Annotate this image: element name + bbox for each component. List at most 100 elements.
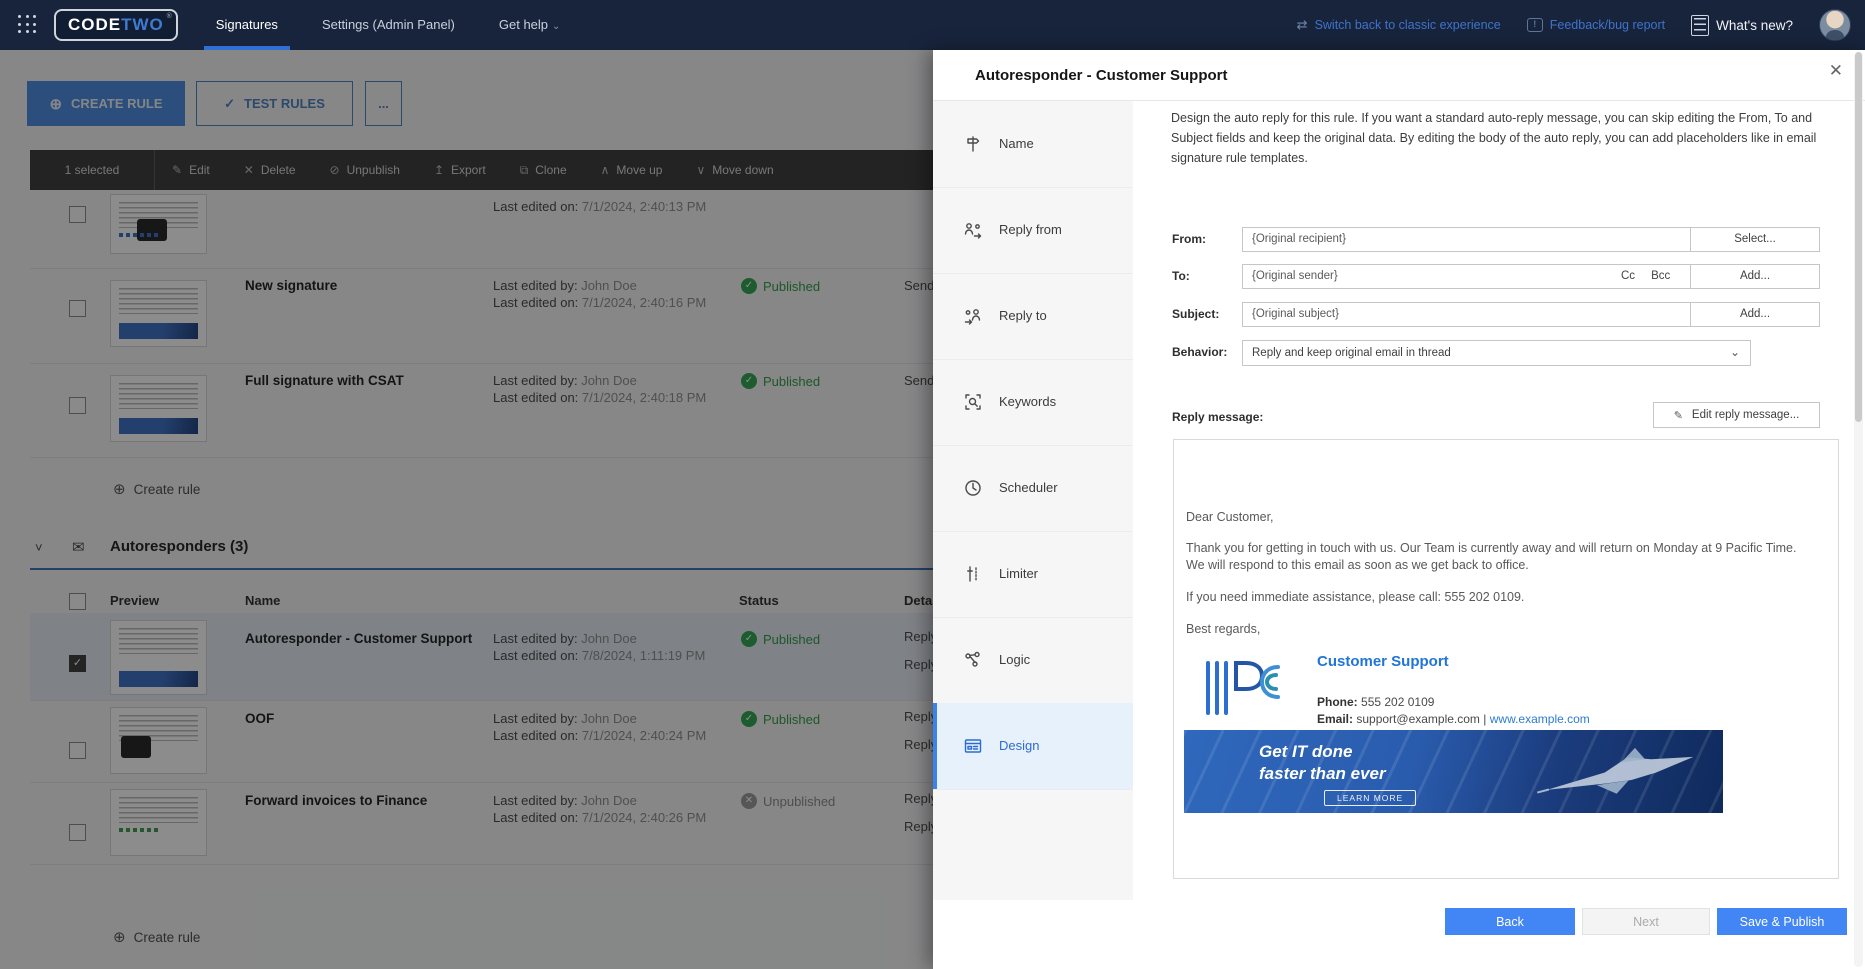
- behavior-label: Behavior:: [1172, 345, 1228, 359]
- to-label: To:: [1172, 269, 1190, 283]
- last-edited-by: Last edited by: John Doe: [493, 278, 637, 293]
- last-edited-on: Last edited on: 7/1/2024, 2:40:13 PM: [493, 199, 707, 214]
- logo-text-two: TWO: [121, 15, 164, 34]
- codetwo-logo[interactable]: CODETWO ®: [54, 9, 178, 41]
- scrollbar-thumb[interactable]: [1855, 52, 1862, 422]
- details-fragment: Reply: [904, 791, 933, 806]
- create-rule-link[interactable]: ⊕ Create rule: [113, 929, 201, 946]
- sidebar-item-design[interactable]: Design: [933, 703, 1133, 790]
- from-input[interactable]: {Original recipient}: [1242, 227, 1698, 252]
- signature-team-name[interactable]: Customer Support: [1317, 653, 1449, 670]
- toolbar-delete-button[interactable]: ✕ Delete: [243, 163, 296, 177]
- tab-settings-admin-panel[interactable]: Settings (Admin Panel): [321, 17, 455, 32]
- close-icon[interactable]: ✕: [1828, 61, 1843, 80]
- keywords-search-icon: [963, 392, 983, 412]
- toolbar-move-up-button[interactable]: ∧ Move up: [600, 163, 663, 177]
- toolbar-unpublish-button[interactable]: ⊘ Unpublish: [329, 163, 400, 177]
- chevron-down-icon: ⌄: [1729, 345, 1740, 359]
- to-input[interactable]: {Original sender}: [1242, 264, 1698, 289]
- cc-bcc-links: Cc Bcc: [1621, 264, 1691, 289]
- row-checkbox[interactable]: [69, 824, 86, 841]
- create-rule-link[interactable]: ⊕ Create rule: [113, 481, 201, 498]
- signature-email: Email: support@example.com | www.example…: [1317, 712, 1590, 726]
- logo-text-code: CODE: [68, 15, 122, 34]
- chevron-down-icon: ⌄: [552, 21, 561, 32]
- app-launcher-icon[interactable]: [18, 15, 38, 35]
- sidebar-item-name[interactable]: Name: [933, 101, 1133, 188]
- last-edited-by: Last edited by: John Doe: [493, 631, 637, 646]
- toolbar-export-button[interactable]: ↥ Export: [433, 163, 486, 177]
- cc-link[interactable]: Cc: [1621, 270, 1636, 282]
- to-add-button[interactable]: Add...: [1690, 264, 1820, 289]
- published-check-icon: ✓: [741, 278, 757, 294]
- toolbar-edit-button[interactable]: ✎ Edit: [172, 163, 210, 177]
- subject-label: Subject:: [1172, 307, 1220, 321]
- from-select-button[interactable]: Select...: [1690, 227, 1820, 252]
- panel-scrollbar[interactable]: [1854, 52, 1863, 967]
- last-edited-by: Last edited by: John Doe: [493, 793, 637, 808]
- save-publish-button[interactable]: Save & Publish: [1717, 908, 1847, 935]
- sidebar-item-reply-to: Reply to: [999, 308, 1047, 323]
- feedback-link[interactable]: ! Feedback/bug report: [1526, 18, 1665, 32]
- details-fragment: Reply: [904, 629, 933, 644]
- details-fragment: Sende: [904, 278, 933, 293]
- column-header-details: Details: [904, 593, 933, 608]
- tab-get-help[interactable]: Get help ⌄: [498, 17, 561, 32]
- whats-new-link[interactable]: What's new?: [1691, 14, 1793, 36]
- person-arrow-back-icon-item[interactable]: Reply to: [933, 273, 1133, 360]
- design-description: Design the auto reply for this rule. If …: [1171, 111, 1817, 165]
- learn-more-button[interactable]: LEARN MORE: [1324, 790, 1417, 806]
- row-checkbox[interactable]: ✓: [69, 655, 86, 672]
- row-checkbox[interactable]: [69, 397, 86, 414]
- more-actions-button[interactable]: ...: [365, 81, 402, 126]
- person-arrow-icon: [963, 220, 983, 240]
- sidebar-item-scheduler[interactable]: Scheduler: [933, 445, 1133, 532]
- last-edited-on: Last edited on: 7/1/2024, 2:40:18 PM: [493, 390, 707, 405]
- next-button[interactable]: Next: [1582, 908, 1710, 935]
- sidebar-item-reply-from[interactable]: Reply from: [933, 187, 1133, 274]
- move-down-icon: ∨: [696, 163, 706, 177]
- banner-line2: faster than ever: [1259, 764, 1386, 783]
- row-checkbox[interactable]: [69, 742, 86, 759]
- dialog-title: Autoresponder - Customer Support: [975, 67, 1228, 84]
- signpost-icon: [963, 134, 983, 154]
- test-rules-button[interactable]: ✓ TEST RULES: [196, 81, 353, 126]
- details-fragment: Reply: [904, 709, 933, 724]
- details-fragment: Sende: [904, 373, 933, 388]
- sidebar-item-keywords[interactable]: Keywords: [933, 359, 1133, 446]
- bcc-link[interactable]: Bcc: [1651, 270, 1671, 282]
- sidebar-item-logic[interactable]: Logic: [933, 617, 1133, 704]
- edit-reply-message-button[interactable]: ✎ Edit reply message...: [1653, 402, 1820, 428]
- details-fragment: Reply: [904, 657, 933, 672]
- toolbar-move-down-button[interactable]: ∨ Move down: [696, 163, 774, 177]
- export-icon: ↥: [433, 163, 444, 177]
- tab-signatures[interactable]: Signatures: [194, 0, 300, 50]
- last-edited-on: Last edited on: 7/1/2024, 2:40:16 PM: [493, 295, 707, 310]
- edit-icon: ✎: [172, 163, 183, 177]
- back-button[interactable]: Back: [1445, 908, 1575, 935]
- status-badge: ✕ Unpublished: [741, 793, 835, 809]
- toolbar-clone-button[interactable]: ⧉ Clone: [519, 162, 567, 178]
- rule-name: Forward invoices to Finance: [245, 793, 428, 808]
- promo-banner[interactable]: Get IT done faster than ever LEARN MORE: [1184, 730, 1723, 813]
- unpublish-icon: ⊘: [329, 163, 340, 177]
- plus-circle-icon: ⊕: [113, 481, 126, 498]
- create-rule-button[interactable]: ⊕ CREATE RULE: [27, 81, 185, 126]
- user-avatar[interactable]: [1819, 9, 1851, 41]
- subject-add-button[interactable]: Add...: [1690, 302, 1820, 327]
- row-checkbox[interactable]: [69, 300, 86, 317]
- check-circle-icon: ✓: [224, 95, 235, 111]
- select-all-checkbox[interactable]: [69, 593, 86, 610]
- clock-icon: [963, 478, 983, 498]
- column-header-status: Status: [739, 593, 779, 608]
- switch-classic-link[interactable]: ⇄ Switch back to classic experience: [1296, 17, 1501, 32]
- chevron-down-icon[interactable]: ˅: [35, 540, 43, 555]
- behavior-select[interactable]: Reply and keep original email in thread …: [1242, 340, 1751, 366]
- subject-input[interactable]: {Original subject}: [1242, 302, 1698, 327]
- last-edited-on: Last edited on: 7/8/2024, 1:11:19 PM: [493, 648, 706, 663]
- sidebar-item-limiter[interactable]: Limiter: [933, 531, 1133, 618]
- row-checkbox[interactable]: [69, 206, 86, 223]
- website-link[interactable]: www.example.com: [1489, 712, 1590, 726]
- column-header-name: Name: [245, 593, 281, 608]
- person-arrow-back-icon: [963, 306, 983, 326]
